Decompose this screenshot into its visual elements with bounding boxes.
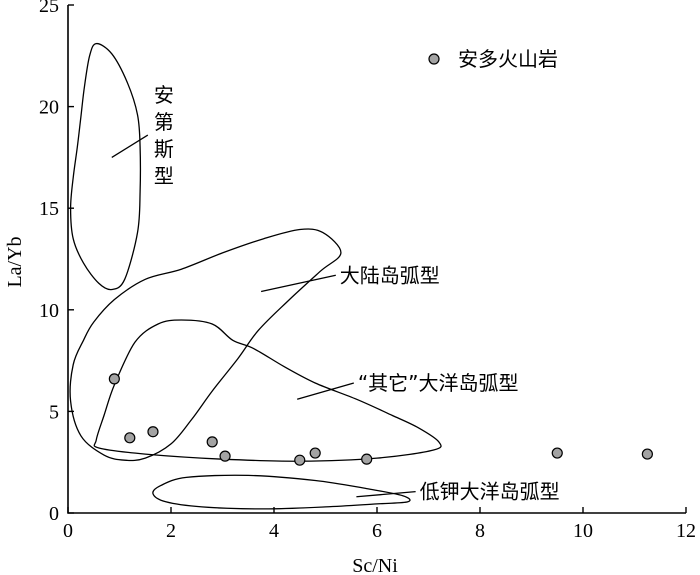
data-point xyxy=(551,447,563,459)
legend: 安多火山岩 xyxy=(428,47,558,71)
data-points xyxy=(108,373,653,466)
other-oceanic-arc-label: “其它”大洋岛弧型 xyxy=(358,371,519,395)
x-tick-label: 0 xyxy=(63,520,73,542)
continental-arc-leader-line xyxy=(260,274,336,293)
plot-frame xyxy=(67,5,686,514)
data-point xyxy=(294,454,306,466)
data-point xyxy=(219,450,231,462)
x-tick-label: 8 xyxy=(475,520,485,542)
data-point xyxy=(147,426,159,438)
x-tick-label: 6 xyxy=(372,520,382,542)
legend-marker xyxy=(428,53,440,65)
x-tick-label: 12 xyxy=(676,520,696,542)
data-point xyxy=(124,432,136,444)
x-tick-label: 4 xyxy=(269,520,279,542)
data-point xyxy=(206,436,218,448)
x-axis-title: Sc/Ni xyxy=(352,555,398,575)
other-oceanic-arc-outline xyxy=(93,319,442,462)
x-tick-label: 10 xyxy=(573,520,593,542)
continental-arc-label: 大陆岛弧型 xyxy=(340,263,440,287)
y-tick-label: 25 xyxy=(39,0,59,17)
y-tick-label: 10 xyxy=(39,300,59,322)
y-tick-label: 20 xyxy=(39,97,59,119)
andean-arc-label: 安第斯型 xyxy=(154,83,174,188)
y-tick-label: 15 xyxy=(39,198,59,220)
y-tick-label: 5 xyxy=(49,401,59,423)
data-point xyxy=(641,448,653,460)
andean-arc-outline xyxy=(69,42,142,291)
other-oceanic-arc-leader-line xyxy=(296,382,355,400)
data-point xyxy=(361,453,373,465)
data-point xyxy=(108,373,120,385)
low-k-oceanic-arc-leader-line xyxy=(356,491,416,498)
data-point xyxy=(309,447,321,459)
legend-label: 安多火山岩 xyxy=(458,47,558,71)
low-k-oceanic-arc-outline xyxy=(152,474,411,510)
y-tick-label: 0 xyxy=(49,503,59,525)
ticks: 0 2 4 6 8 10 12 0 5 10 15 20 25 xyxy=(39,0,696,542)
axes xyxy=(67,5,686,514)
andean-arc-leader-line xyxy=(111,134,149,158)
continental-arc-outline xyxy=(69,228,342,462)
x-tick-label: 2 xyxy=(166,520,176,542)
low-k-oceanic-arc-label: 低钾大洋岛弧型 xyxy=(420,480,560,504)
y-axis-title: La/Yb xyxy=(4,236,26,287)
